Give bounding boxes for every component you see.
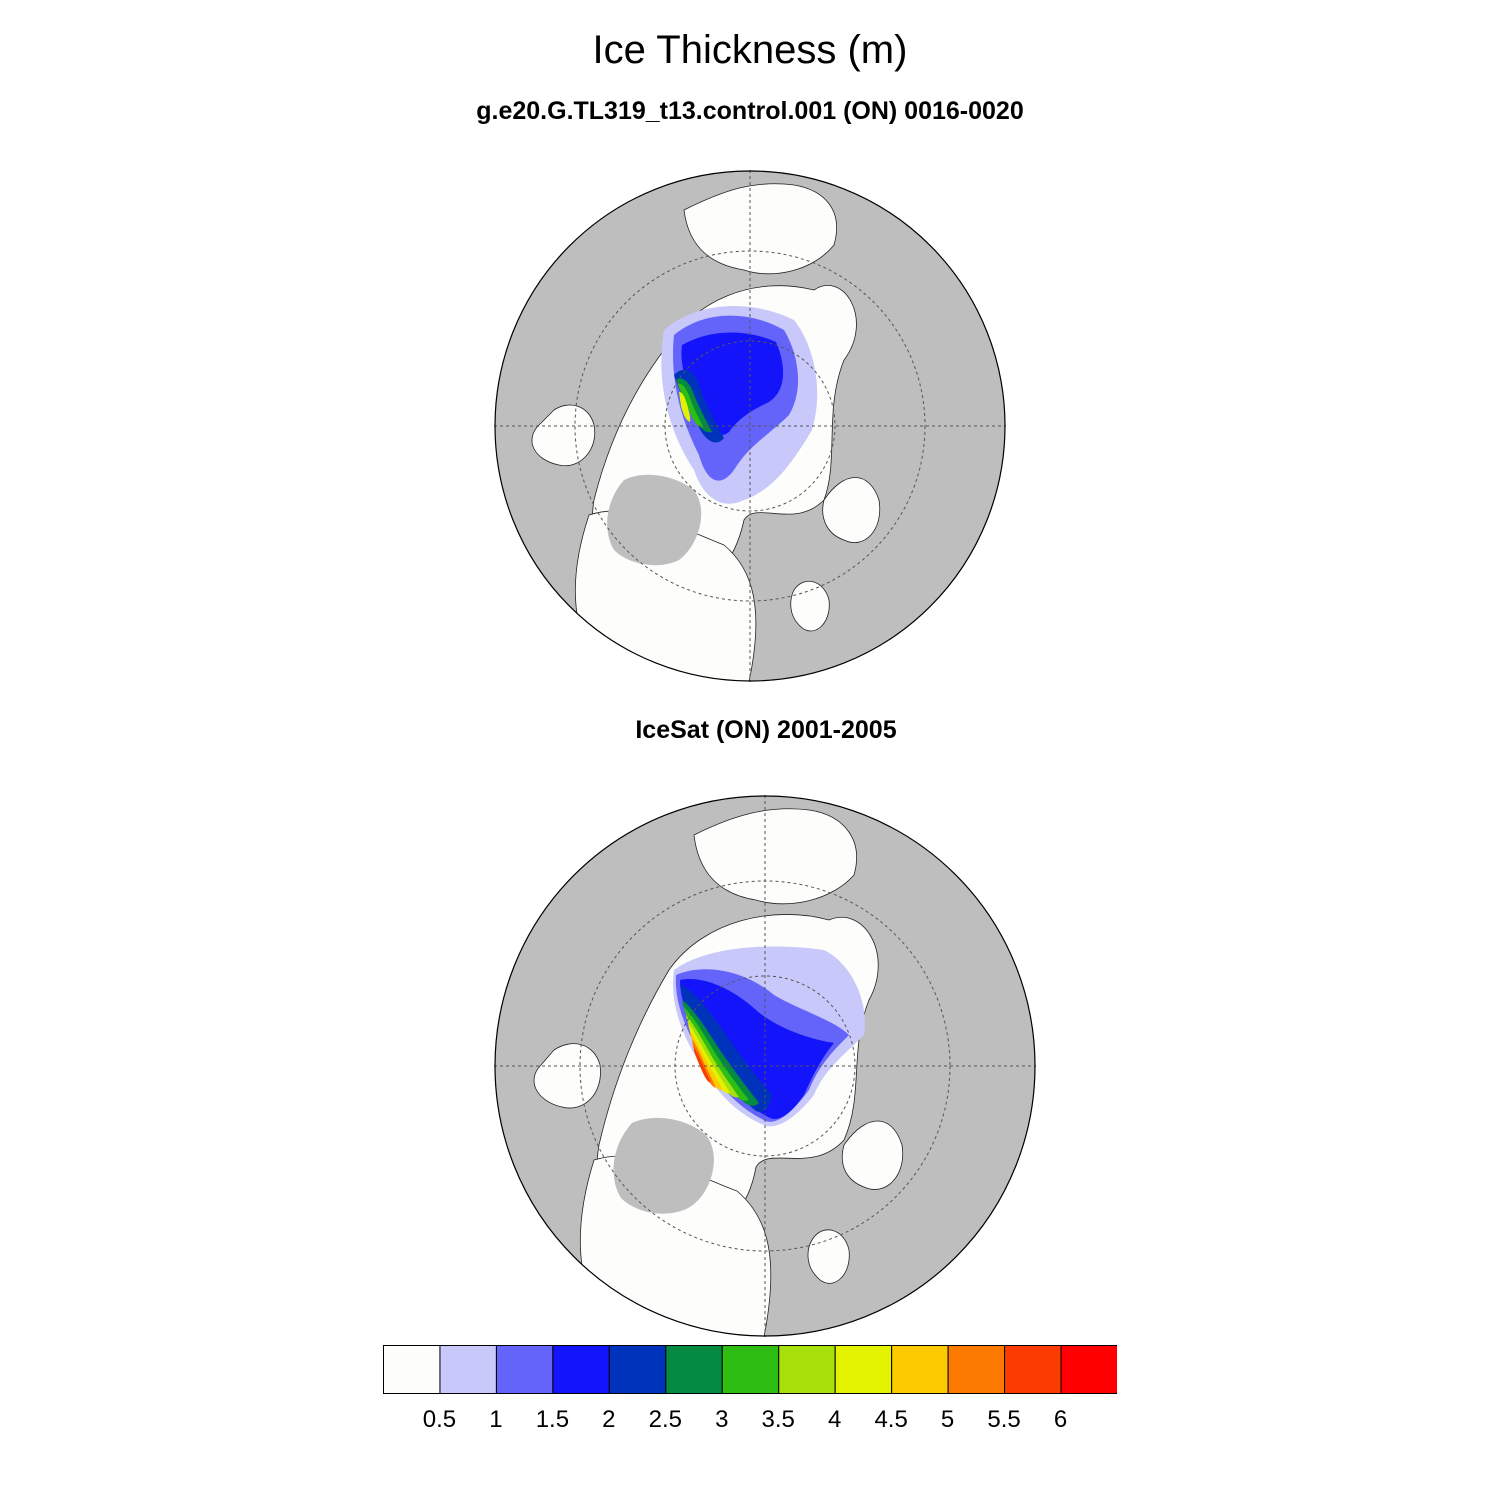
colorbar-tick-label: 5.5 bbox=[987, 1406, 1021, 1433]
map-boundary bbox=[494, 170, 1006, 682]
ice-3.5-4m bbox=[686, 1015, 739, 1098]
ice-5.5-6m bbox=[694, 1047, 711, 1083]
figure-title: Ice Thickness (m) bbox=[592, 28, 908, 72]
ice-3-3.5m bbox=[678, 383, 703, 428]
colorbar-box bbox=[1060, 1345, 1117, 1394]
colorbar bbox=[383, 1345, 1117, 1394]
colorbar-box bbox=[834, 1345, 893, 1394]
colorbar-box bbox=[721, 1345, 780, 1394]
colorbar-box bbox=[495, 1345, 554, 1394]
colorbar-box bbox=[552, 1345, 610, 1394]
colorbar-box bbox=[665, 1345, 723, 1394]
barents-sea bbox=[841, 1120, 904, 1190]
bering-region bbox=[683, 183, 837, 275]
graticule bbox=[494, 795, 1036, 1337]
colorbar-tick-label: 2.5 bbox=[648, 1406, 682, 1433]
ice-1.5-2m bbox=[680, 979, 834, 1119]
colorbar-box bbox=[778, 1345, 836, 1394]
ice-2-2.5m bbox=[680, 985, 772, 1113]
greenland bbox=[607, 474, 702, 566]
colorbar-tick-label: 3.5 bbox=[761, 1406, 795, 1433]
colorbar-tick-label: 0.5 bbox=[422, 1406, 457, 1433]
ice-5-5.5m bbox=[692, 1039, 716, 1088]
colorbar-tick-label: 2 bbox=[602, 1406, 616, 1433]
ice-4.5-5m bbox=[690, 1031, 723, 1091]
colorbar-box bbox=[947, 1345, 1006, 1394]
model-ice-thickness-map bbox=[494, 170, 1006, 682]
ice-2.5-3m bbox=[682, 1000, 759, 1106]
hudson-bay bbox=[533, 1043, 601, 1109]
ice-4-4.5m bbox=[679, 392, 691, 422]
colorbar-tick-label: 5 bbox=[940, 1406, 955, 1433]
colorbar-tick-label: 3 bbox=[715, 1406, 729, 1433]
colorbar-box bbox=[383, 1345, 441, 1394]
colorbar-box bbox=[891, 1345, 949, 1394]
hudson-bay bbox=[531, 404, 596, 467]
barents-sea bbox=[822, 477, 881, 543]
map-boundary bbox=[494, 795, 1036, 1337]
greenland bbox=[613, 1117, 714, 1214]
panel-title-icesat: IceSat (ON) 2001-2005 bbox=[635, 716, 897, 744]
graticule bbox=[494, 170, 1006, 682]
colorbar-box bbox=[1004, 1345, 1062, 1394]
colorbar-tick-label: 1 bbox=[489, 1406, 503, 1433]
ice-3-3.5m bbox=[684, 1007, 749, 1101]
colorbar-tick-label: 6 bbox=[1053, 1406, 1068, 1433]
colorbar-tick-label: 4.5 bbox=[874, 1406, 908, 1433]
icesat-ice-thickness-map bbox=[494, 795, 1036, 1337]
colorbar-box bbox=[608, 1345, 667, 1394]
colorbar-tick-label: 1.5 bbox=[535, 1406, 570, 1433]
panel-title-model: g.e20.G.TL319_t13.control.001 (ON) 0016-… bbox=[476, 97, 1024, 125]
ice-4-4.5m bbox=[688, 1023, 730, 1094]
colorbar-tick-label: 4 bbox=[828, 1406, 842, 1433]
bering-region bbox=[693, 808, 857, 905]
colorbar-box bbox=[439, 1345, 497, 1394]
